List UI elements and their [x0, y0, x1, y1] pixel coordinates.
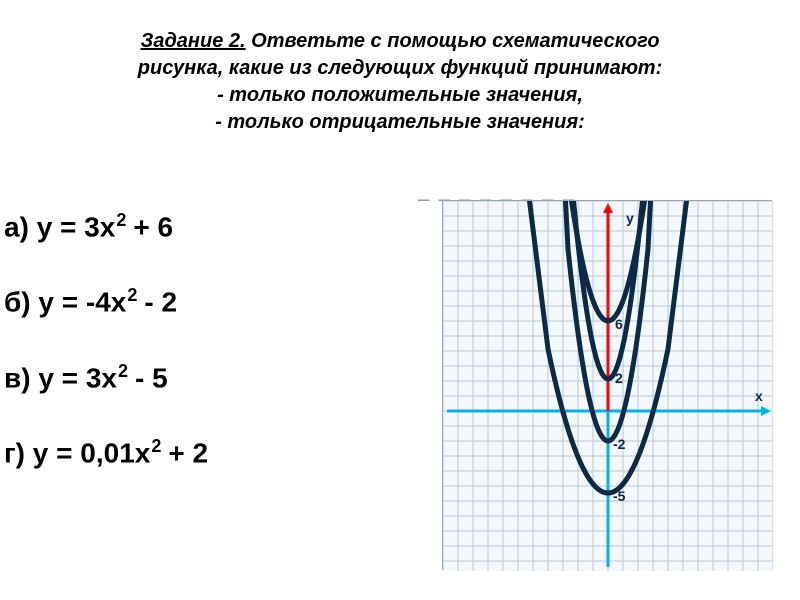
svg-text:2: 2 — [615, 370, 623, 386]
svg-text:-5: -5 — [613, 488, 626, 504]
svg-text:6: 6 — [615, 316, 623, 332]
formula-b: б) у = -4х2 - 2 — [0, 285, 420, 318]
svg-text:х: х — [755, 388, 763, 404]
title-underlined: Задание 2. — [140, 30, 245, 52]
title-line3: - только положительные значения, — [20, 82, 780, 109]
title-line2: рисунка, какие из следующих функций прин… — [20, 55, 780, 82]
chart-svg: у х 6 2 -2 -5 — [443, 201, 773, 571]
chart-panel: у х 6 2 -2 -5 — [442, 200, 772, 570]
formula-v: в) у = 3х2 - 5 — [0, 361, 420, 394]
task-title: Задание 2. Ответьте с помощью схематичес… — [0, 0, 800, 146]
title-line4: - только отрицательные значения: — [20, 109, 780, 136]
formula-a: а) у = 3х2 + 6 — [0, 210, 420, 243]
formula-list: а) у = 3х2 + 6 б) у = -4х2 - 2 в) у = 3х… — [0, 210, 420, 511]
formula-g: г) у = 0,01х2 + 2 — [0, 436, 420, 469]
title-line1-rest: Ответьте с помощью схематического — [246, 30, 660, 52]
svg-text:-2: -2 — [613, 436, 626, 452]
svg-text:у: у — [626, 210, 634, 226]
